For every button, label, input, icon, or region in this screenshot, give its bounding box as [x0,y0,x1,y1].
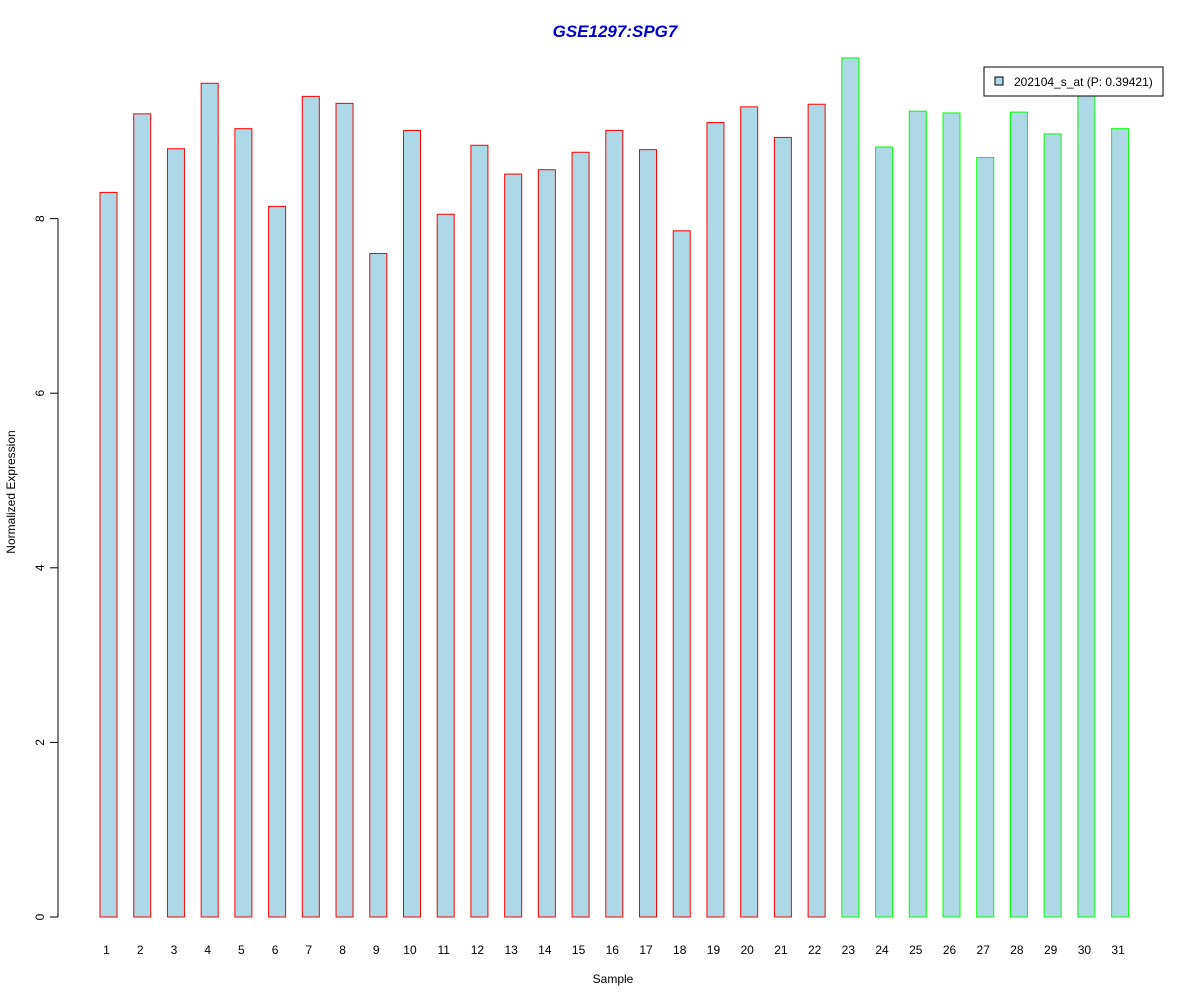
y-tick-label: 8 [33,215,47,222]
legend: 202104_s_at (P: 0.39421) [983,66,1164,97]
x-tick-label: 4 [204,943,211,957]
bar [976,156,995,918]
x-tick-label: 25 [909,943,923,957]
bar [1043,133,1062,918]
x-tick-label: 17 [639,943,653,957]
x-tick-label: 2 [137,943,144,957]
x-tick-label: 22 [808,943,822,957]
x-tick-label: 10 [403,943,417,957]
legend-swatch [994,76,1004,86]
x-tick-label: 13 [504,943,518,957]
bar [773,136,792,918]
x-tick-label: 28 [1010,943,1024,957]
bar [99,191,118,918]
x-tick-label: 19 [707,943,721,957]
y-tick-label: 4 [33,564,47,571]
bar [942,112,961,918]
x-tick-label: 20 [741,943,755,957]
bars [99,57,1130,918]
x-tick-label: 6 [272,943,279,957]
x-tick-label: 30 [1078,943,1092,957]
x-tick-label: 3 [171,943,178,957]
y-tick-label: 2 [33,739,47,746]
x-tick-label: 8 [339,943,346,957]
bar [841,57,860,918]
x-tick-label: 9 [373,943,380,957]
x-tick-label: 26 [943,943,957,957]
bar [166,148,185,918]
bar [402,129,421,918]
chart-title: GSE1297:SPG7 [553,22,679,41]
x-tick-label: 21 [774,943,788,957]
bar [605,129,624,918]
y-axis: 0 2 4 6 8 [33,215,59,920]
legend-label: 202104_s_at (P: 0.39421) [1014,75,1153,89]
bar [200,82,219,918]
x-tick-label: 11 [437,943,450,957]
bar [335,102,354,918]
bar [672,230,691,918]
x-axis-tick-labels: 1 2 3 4 5 6 7 8 9 10 11 12 13 14 15 16 17 18 19 20 21 22 23 24 2… [103,943,1125,957]
x-tick-label: 16 [606,943,620,957]
y-axis-label: Normalized Expression [4,430,18,553]
x-tick-label: 5 [238,943,245,957]
bar [706,122,725,918]
bar [875,146,894,918]
x-tick-label: 15 [572,943,586,957]
bar [301,95,320,918]
y-tick-label: 6 [33,390,47,397]
bar [807,103,826,918]
x-tick-label: 12 [471,943,485,957]
bar [571,151,590,918]
bar [740,106,759,918]
bar [268,205,287,918]
legend-box [983,66,1164,97]
x-tick-label: 29 [1044,943,1058,957]
x-axis-label: Sample [593,972,634,986]
x-tick-label: 24 [875,943,889,957]
bar [1077,91,1096,918]
bar [639,149,658,918]
bar [908,110,927,918]
bar [1111,128,1130,918]
bar [436,213,455,918]
x-tick-label: 31 [1111,943,1125,957]
x-tick-label: 18 [673,943,687,957]
x-tick-label: 1 [103,943,110,957]
bar [133,113,152,918]
x-tick-label: 14 [538,943,552,957]
x-tick-label: 23 [842,943,856,957]
bar [369,253,388,918]
y-tick-label: 0 [33,913,47,920]
bar [234,128,253,918]
bar [470,144,489,918]
bar [537,169,556,918]
x-tick-label: 27 [977,943,991,957]
x-tick-label: 7 [305,943,312,957]
bar [1009,111,1028,918]
bar [504,173,523,918]
